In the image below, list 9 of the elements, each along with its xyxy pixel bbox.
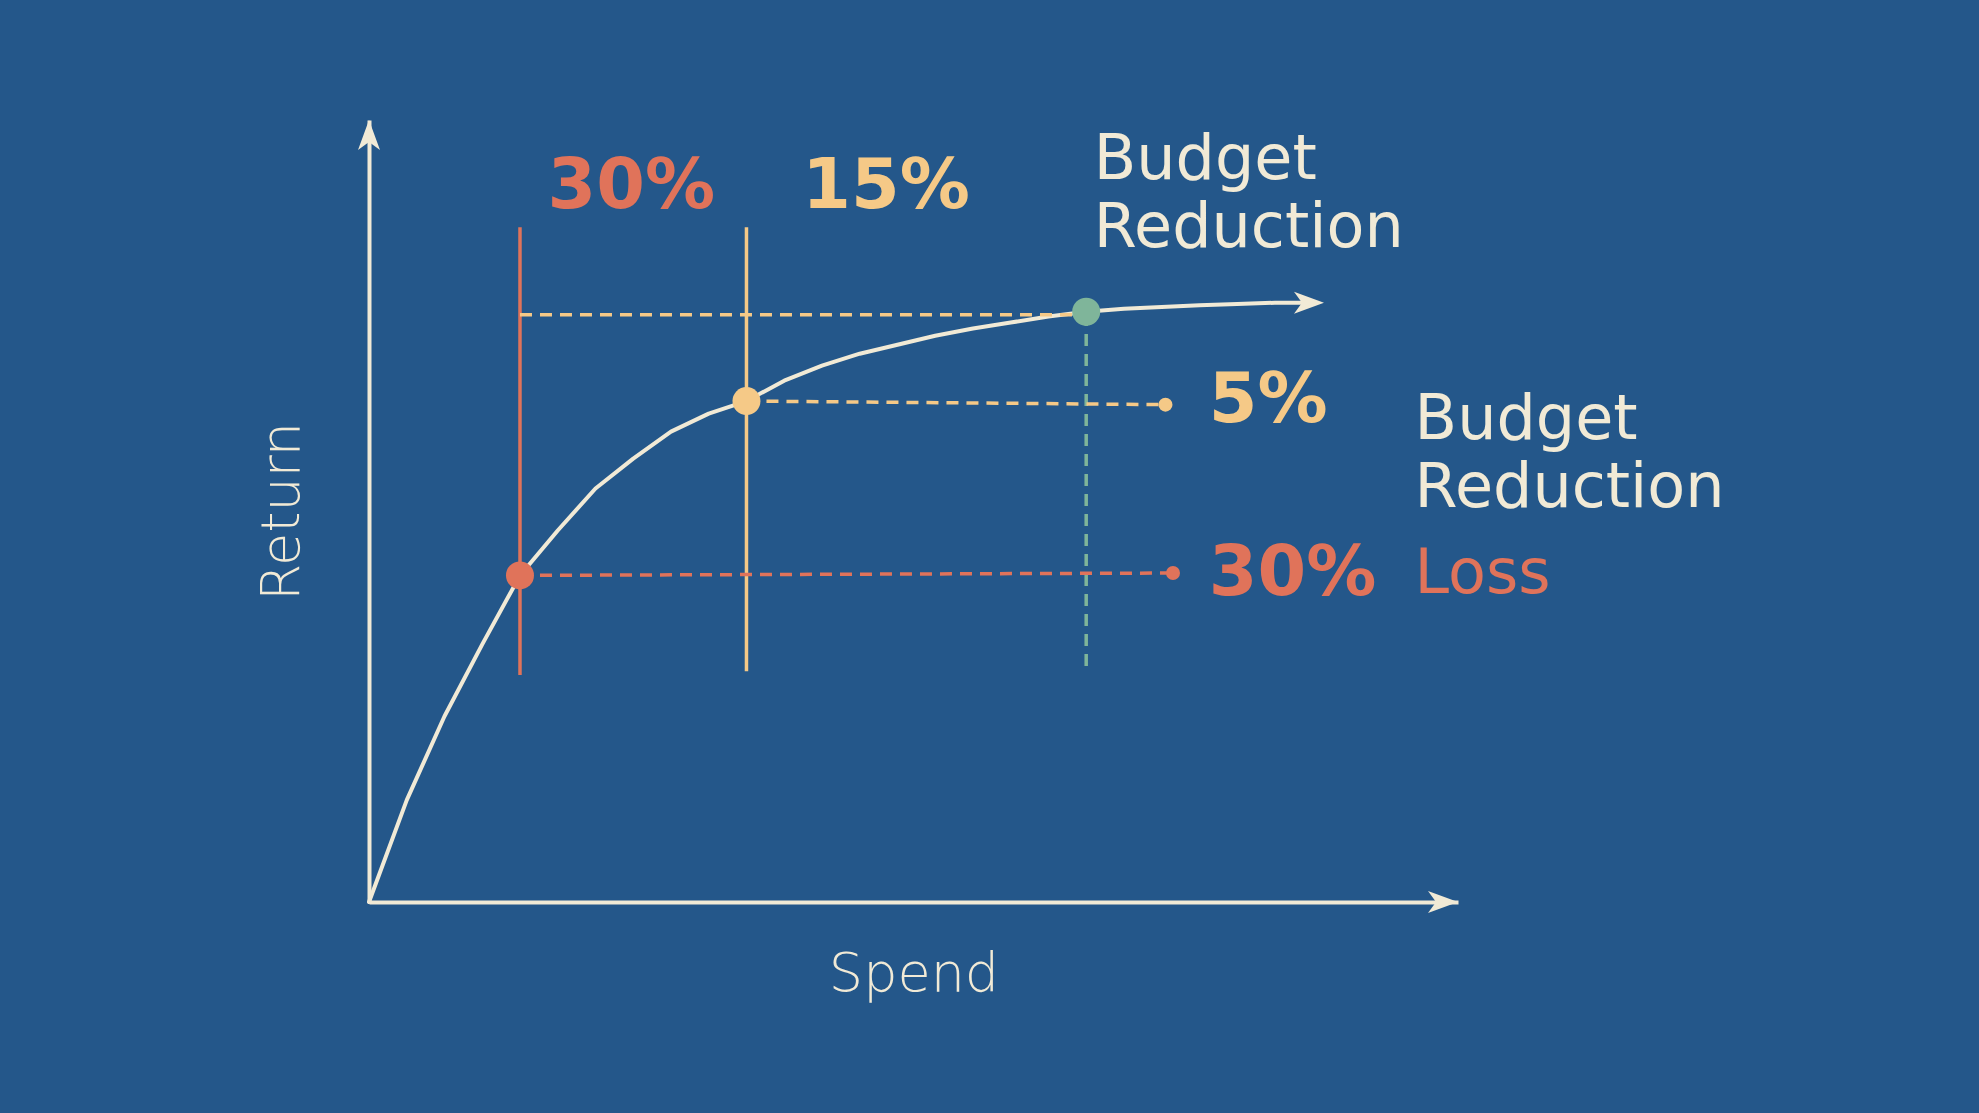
annotation: 30% <box>1208 530 1377 613</box>
text: Budget Reduction <box>1414 381 1725 523</box>
text: 15% <box>802 142 970 225</box>
x-axis-title: Spend <box>828 940 1000 1004</box>
text: Budget Reduction <box>1093 120 1404 262</box>
text: Loss <box>1414 535 1551 609</box>
y-axis-title: Return <box>248 421 312 602</box>
annotation: 5% <box>1208 357 1328 440</box>
text: 30% <box>547 142 716 225</box>
